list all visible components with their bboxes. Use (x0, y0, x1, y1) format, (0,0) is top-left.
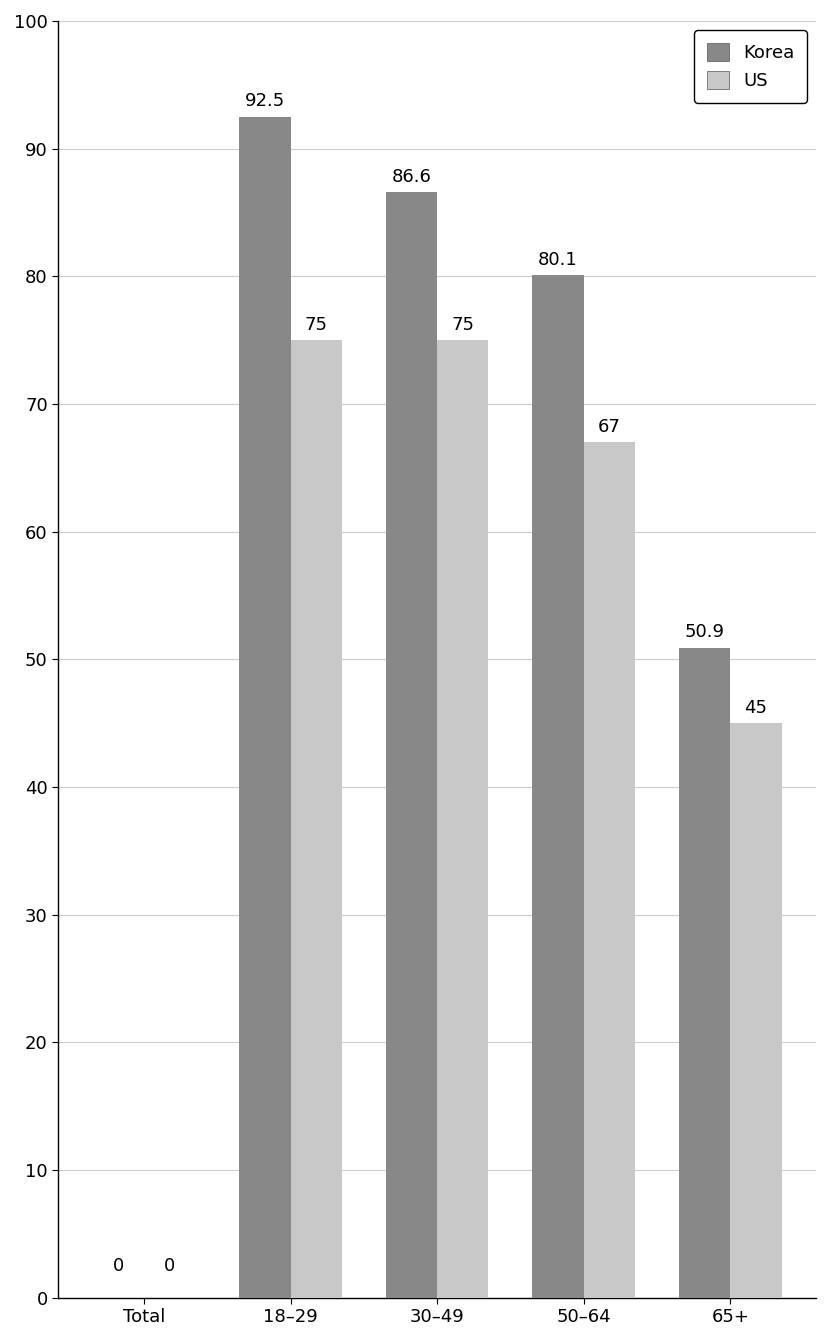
Bar (290, 340, 342, 1297)
Text: 45: 45 (745, 698, 768, 717)
Text: 86.6: 86.6 (392, 168, 432, 186)
Text: 0: 0 (164, 1257, 175, 1274)
Bar (532, 275, 583, 1297)
Text: 50.9: 50.9 (685, 623, 725, 642)
Bar (583, 442, 635, 1297)
Text: 75: 75 (305, 316, 328, 334)
Bar (679, 647, 730, 1297)
Text: 75: 75 (452, 316, 474, 334)
Bar (730, 724, 782, 1297)
Bar (437, 340, 489, 1297)
Bar (386, 192, 437, 1297)
Legend: Korea, US: Korea, US (695, 29, 807, 103)
Text: 92.5: 92.5 (245, 92, 285, 110)
Text: 0: 0 (113, 1257, 124, 1274)
Text: 80.1: 80.1 (538, 251, 578, 268)
Bar (239, 117, 290, 1297)
Text: 67: 67 (598, 418, 621, 436)
